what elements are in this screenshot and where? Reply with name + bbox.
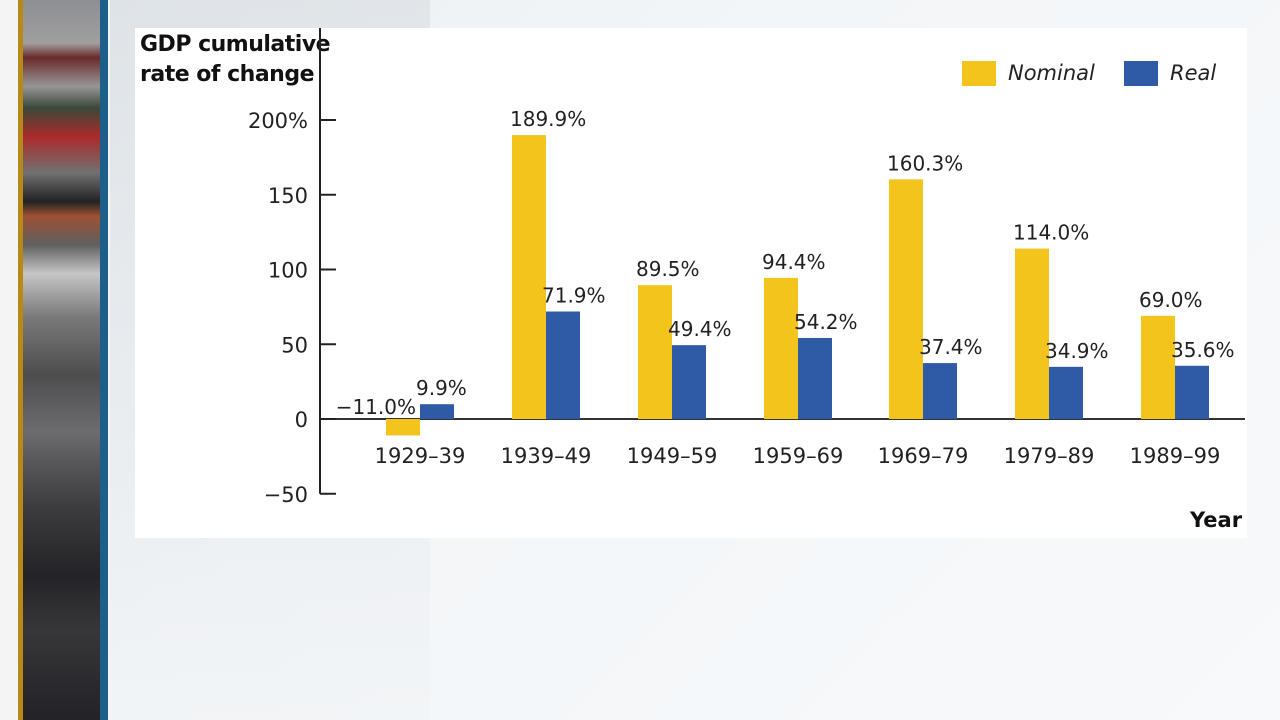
y-axis-title-line-2: rate of change	[140, 62, 315, 87]
decorative-photo-strip	[0, 0, 110, 720]
x-tick-label: 1979–89	[1004, 444, 1095, 468]
gold-accent-bar	[18, 0, 23, 720]
bar-real	[672, 345, 706, 419]
bar-value-label: 69.0%	[1139, 288, 1203, 312]
bar-real	[420, 404, 454, 419]
bar-value-label: 49.4%	[668, 317, 732, 341]
bar-value-label: 189.9%	[510, 107, 586, 131]
bar-value-label: 71.9%	[542, 284, 606, 308]
bar-value-label: 35.6%	[1171, 338, 1235, 362]
bar-value-label: 89.5%	[636, 257, 700, 281]
y-axis-title-line-1: GDP cumulative	[140, 32, 331, 57]
y-tick-label: −50	[264, 483, 308, 507]
x-tick-label: 1959–69	[753, 444, 844, 468]
bar-value-label: 114.0%	[1013, 221, 1089, 245]
bar-value-label: −11.0%	[336, 395, 416, 419]
bar-nominal	[889, 179, 923, 419]
legend-label-nominal: Nominal	[1008, 61, 1095, 85]
bar-real	[798, 337, 832, 419]
bar-nominal	[638, 285, 672, 419]
bar-value-label: 37.4%	[919, 335, 983, 359]
bar-real	[1175, 365, 1209, 419]
y-axis-title: GDP cumulative rate of change	[140, 30, 331, 90]
bar-value-label: 54.2%	[794, 310, 858, 334]
bar-real	[923, 363, 957, 419]
legend-swatch-real	[1124, 60, 1158, 86]
bar-value-label: 34.9%	[1045, 339, 1109, 363]
bar-real	[546, 311, 580, 419]
legend-swatch-nominal	[962, 60, 996, 86]
bar-nominal	[1141, 315, 1175, 419]
x-tick-label: 1989–99	[1130, 444, 1221, 468]
legend-real: Real	[1124, 58, 1216, 88]
y-tick-label: 150	[268, 184, 308, 208]
legend-label-real: Real	[1170, 61, 1217, 85]
x-tick-label: 1969–79	[878, 444, 969, 468]
x-tick-label: 1939–49	[501, 444, 592, 468]
legend-nominal: Nominal	[962, 58, 1095, 88]
bar-nominal	[1015, 248, 1049, 419]
blue-accent-bar	[100, 0, 108, 720]
y-tick-label: 200%	[248, 109, 308, 133]
bar-nominal	[764, 277, 798, 419]
street-photo	[23, 0, 100, 720]
y-tick-label: 50	[281, 333, 308, 357]
bar-value-label: 94.4%	[762, 250, 826, 274]
bar-nominal	[512, 135, 546, 420]
x-tick-label: 1929–39	[375, 444, 466, 468]
x-axis-title: Year	[1190, 508, 1243, 532]
bar-nominal	[386, 419, 420, 436]
bar-real	[1049, 366, 1083, 419]
bar-value-label: 9.9%	[416, 376, 467, 400]
y-tick-label: 0	[295, 408, 308, 432]
y-tick-label: 100	[268, 259, 308, 283]
bar-value-label: 160.3%	[887, 151, 963, 175]
x-tick-label: 1949–59	[627, 444, 718, 468]
